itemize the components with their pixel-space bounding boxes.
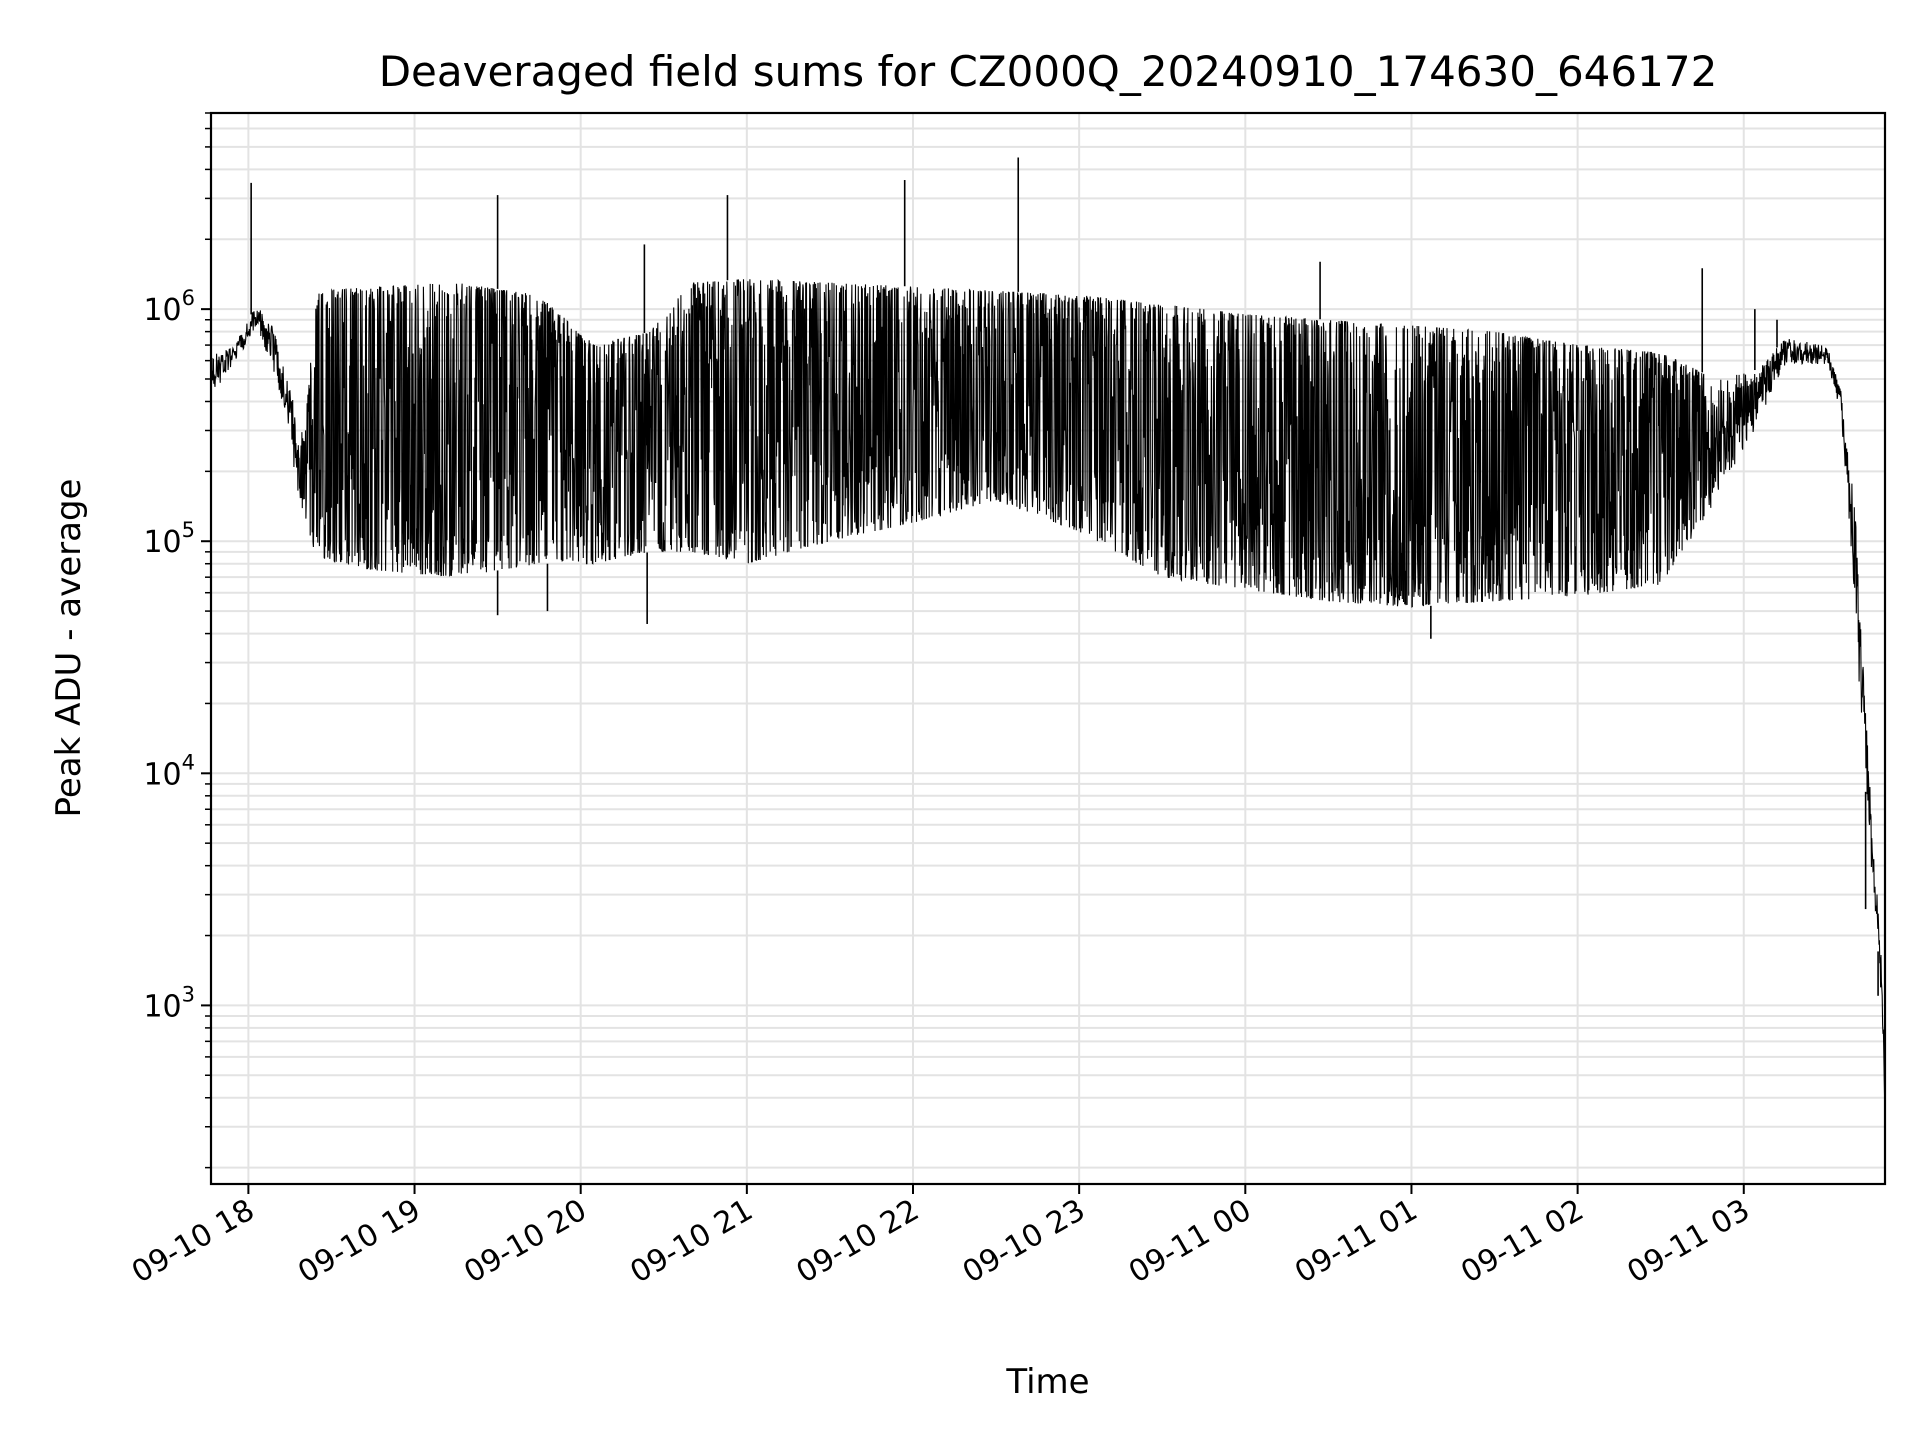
x-axis-label: Time (1005, 1362, 1089, 1402)
y-tick-label: 105 (143, 518, 195, 560)
y-tick-label: 104 (143, 750, 195, 792)
plot-area (210, 157, 1886, 1119)
y-axis-label: Peak ADU - average (49, 479, 89, 818)
y-tick-label: 106 (143, 286, 195, 328)
y-tick-label: 103 (143, 982, 195, 1024)
plot-frame (209, 111, 1887, 1186)
series-line (210, 278, 1886, 1119)
chart-title: Deaveraged field sums for CZ000Q_2024091… (379, 47, 1718, 96)
